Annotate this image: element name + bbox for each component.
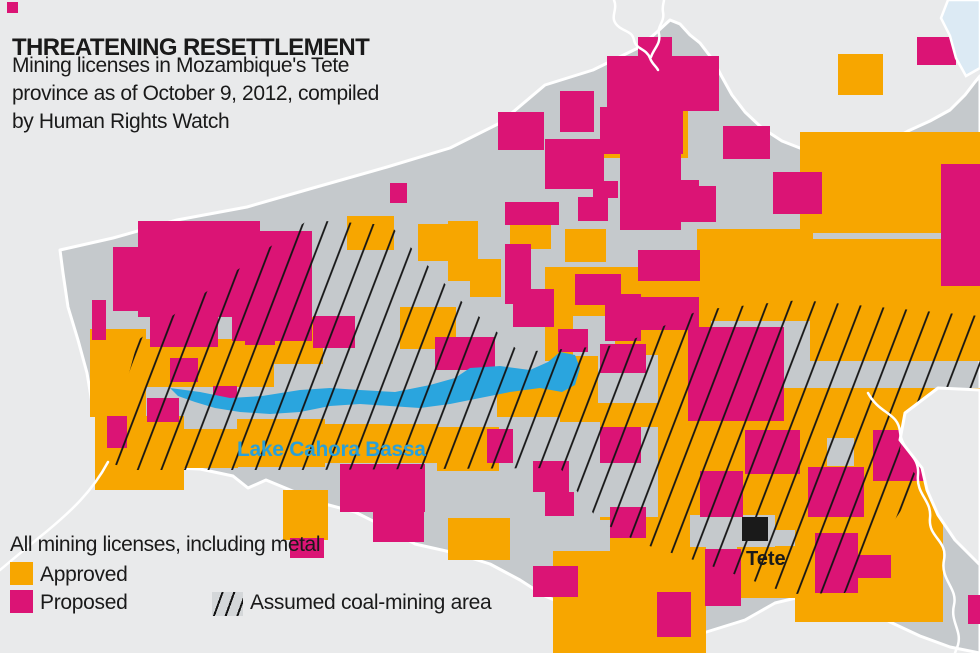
legend-label-proposed: Proposed — [40, 591, 128, 614]
proposed-license-block — [390, 183, 407, 203]
proposed-license-block — [505, 202, 559, 225]
proposed-license-block — [680, 186, 716, 222]
proposed-license-block — [545, 492, 574, 516]
legend-swatch-approved — [10, 562, 33, 585]
proposed-license-block — [638, 250, 700, 281]
approved-license-block — [448, 518, 510, 560]
legend-swatch-proposed — [10, 590, 33, 613]
lake-cahora-bassa-label: Lake Cahora Bassa — [237, 438, 426, 461]
subtitle: Mining licenses in Mozambique's Tete pro… — [12, 52, 379, 136]
neighbor-bay — [898, 386, 980, 567]
legend-label-hatch: Assumed coal-mining area — [250, 591, 492, 614]
approved-license-block — [565, 229, 606, 262]
legend-heading: All mining licenses, including metal — [10, 533, 321, 556]
lake-malawi-shape — [939, 0, 980, 78]
title-bullet — [7, 2, 18, 13]
subtitle-line: Mining licenses in Mozambique's Tete — [12, 54, 350, 77]
river-line — [649, 0, 666, 59]
subtitle-line: province as of October 9, 2012, compiled — [12, 82, 379, 105]
proposed-license-block — [558, 329, 588, 352]
legend-hatch-sample — [212, 592, 243, 616]
proposed-license-block — [773, 172, 822, 214]
proposed-license-block — [600, 107, 683, 154]
proposed-license-block — [290, 538, 324, 558]
proposed-license-block — [968, 595, 980, 624]
approved-license-block — [838, 54, 883, 95]
proposed-license-block — [373, 508, 424, 542]
river-line — [0, 460, 110, 572]
proposed-license-block — [605, 294, 641, 341]
approved-license-block — [470, 259, 501, 297]
proposed-license-block — [545, 139, 604, 189]
tete-city-marker — [742, 517, 768, 541]
proposed-license-block — [941, 164, 980, 286]
proposed-license-block — [533, 566, 578, 597]
approved-license-block — [283, 490, 328, 540]
legend-label-approved: Approved — [40, 563, 128, 586]
river-line — [612, 0, 660, 72]
tete-city-label: Tete — [746, 548, 786, 570]
river-line — [866, 391, 961, 653]
proposed-license-block — [560, 91, 594, 132]
subtitle-line: by Human Rights Watch — [12, 110, 230, 133]
proposed-license-block — [513, 289, 554, 327]
page-title: THREATENING RESETTLEMENT — [12, 34, 370, 62]
proposed-license-block — [340, 464, 425, 512]
proposed-license-block — [917, 37, 956, 65]
proposed-license-block — [578, 197, 608, 221]
proposed-license-block — [92, 300, 106, 340]
proposed-license-block — [620, 154, 681, 230]
proposed-license-block — [657, 592, 691, 637]
proposed-license-block — [607, 56, 719, 111]
proposed-license-block — [723, 126, 770, 159]
proposed-license-block — [498, 112, 544, 150]
